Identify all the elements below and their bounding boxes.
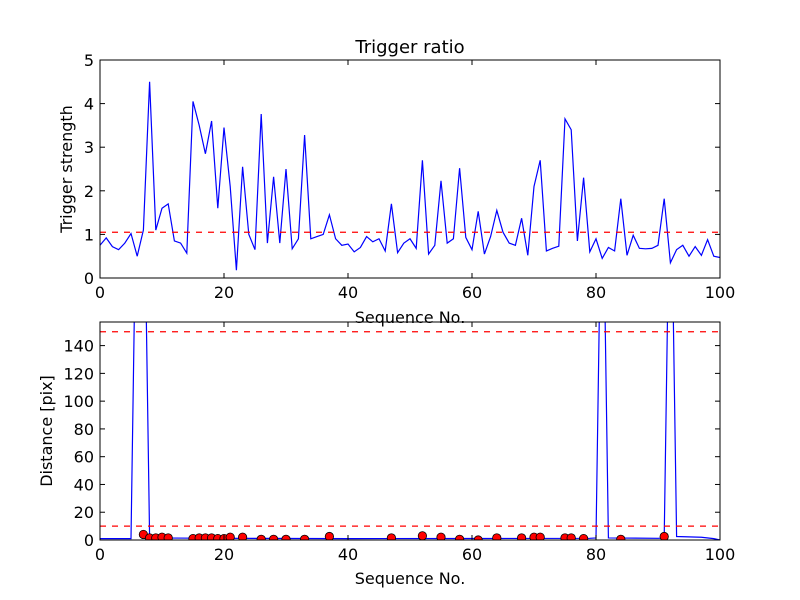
distance-axes-group: 0 20 40 60 80 100 0 20 40 60 80 100 120 140 (63, 322, 735, 564)
trigger-ratio-plot: Trigger ratio 0 20 40 60 80 100 0 1 2 3 4 5 Sequenc… (57, 37, 735, 327)
bottom-data-point (566, 533, 576, 540)
bottom-x-tick-label: 80 (586, 545, 606, 564)
bottom-y-tick-label: 0 (84, 531, 94, 550)
top-x-tick-label: 20 (214, 283, 234, 302)
bottom-data-point (455, 534, 465, 540)
bottom-data-point (300, 534, 310, 540)
bottom-x-tick-label: 0 (95, 545, 105, 564)
top-plot-frame (99, 59, 721, 279)
bottom-y-axis-label: Distance [pix] (37, 375, 56, 487)
bottom-data-point (269, 534, 279, 540)
bottom-data-point (417, 531, 427, 540)
top-data-line (100, 81, 720, 271)
bottom-x-tick-label: 60 (462, 545, 482, 564)
bottom-data-point (517, 533, 527, 540)
bottom-y-tick-label: 60 (74, 448, 94, 467)
bottom-data-point (225, 532, 235, 540)
top-y-tick-label: 0 (84, 269, 94, 288)
top-x-tick-label: 0 (95, 283, 105, 302)
distance-plot: 0 20 40 60 80 100 0 20 40 60 80 100 120 140 Sequence … (37, 321, 735, 588)
bottom-y-tick-label: 80 (74, 420, 94, 439)
bottom-data-point (238, 532, 248, 540)
top-x-tick-label: 80 (586, 283, 606, 302)
top-x-tick-label: 60 (462, 283, 482, 302)
bottom-data-point (535, 532, 545, 540)
top-x-tick-label: 40 (338, 283, 358, 302)
bottom-y-tick-label: 120 (63, 364, 94, 383)
bottom-data-point (256, 534, 266, 540)
trigger-axes-group: 0 20 40 60 80 100 0 1 2 3 4 5 (84, 51, 735, 302)
bottom-y-tick-label: 140 (63, 337, 94, 356)
bottom-x-tick-label: 100 (705, 545, 736, 564)
top-y-tick-label: 4 (84, 95, 94, 114)
bottom-y-tick-label: 20 (74, 503, 94, 522)
trigger-series-group (100, 81, 720, 271)
bottom-data-point (324, 531, 334, 540)
bottom-data-point (281, 534, 291, 540)
top-y-tick-label: 1 (84, 225, 94, 244)
distance-series-group (100, 322, 720, 540)
bottom-data-point (436, 532, 446, 540)
bottom-data-point (659, 531, 669, 540)
top-y-axis-label: Trigger strength (57, 105, 76, 234)
bottom-y-tick-label: 100 (63, 392, 94, 411)
chart-title: Trigger ratio (354, 37, 464, 58)
bottom-data-point (163, 533, 173, 540)
top-x-tick-label: 100 (705, 283, 736, 302)
bottom-data-point (492, 533, 502, 540)
bottom-data-point (386, 533, 396, 540)
top-y-tick-label: 2 (84, 182, 94, 201)
bottom-data-point (616, 534, 626, 540)
bottom-data-point (579, 534, 589, 540)
bottom-y-tick-label: 40 (74, 475, 94, 494)
bottom-x-tick-label: 20 (214, 545, 234, 564)
top-x-axis-label: Sequence No. (355, 308, 466, 327)
top-y-tick-label: 5 (84, 51, 94, 70)
bottom-x-tick-label: 40 (338, 545, 358, 564)
top-y-tick-label: 3 (84, 138, 94, 157)
bottom-plot-frame (99, 321, 721, 541)
bottom-x-axis-label: Sequence No. (355, 569, 466, 588)
